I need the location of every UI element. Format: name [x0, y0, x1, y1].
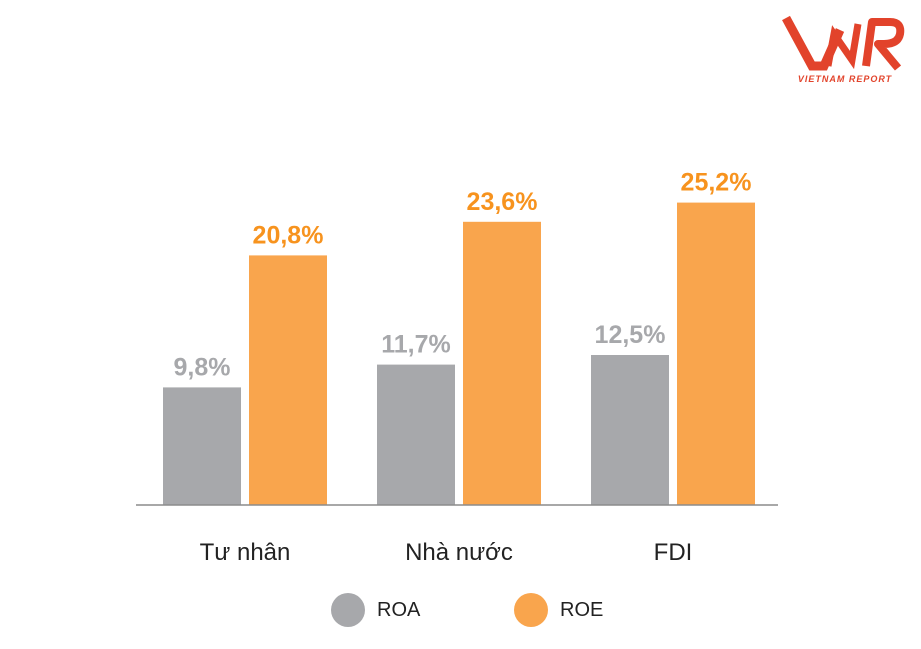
value-label-roa-1: 11,7% — [381, 331, 451, 359]
legend-item-roa: ROA — [331, 590, 420, 630]
bar-roe-1 — [463, 221, 541, 506]
legend-label-roa: ROA — [377, 598, 421, 621]
vnr-logo-mark — [782, 15, 905, 71]
bars-group — [163, 202, 755, 506]
value-label-roe-1: 23,6% — [467, 188, 538, 216]
value-labels-group: 9,8% 20,8% 11,7% 23,6% 12,5% 25,2% — [174, 169, 752, 382]
bar-roe-2 — [677, 202, 755, 505]
bar-roe-0 — [249, 255, 327, 505]
category-label-2: FDI — [654, 539, 693, 566]
legend-swatch-roa — [331, 593, 365, 627]
vnr-logo: VIETNAM REPORT — [782, 10, 908, 92]
bar-roa-2 — [591, 355, 669, 505]
value-label-roe-0: 20,8% — [253, 221, 324, 249]
legend-label-roe: ROE — [560, 598, 604, 621]
category-label-1: Nhà nước — [405, 539, 513, 566]
value-label-roa-0: 9,8% — [174, 353, 231, 381]
category-labels-group: Tư nhân Nhà nước FDI — [200, 539, 693, 566]
bar-roa-1 — [377, 364, 455, 505]
legend-swatch-roe — [514, 593, 548, 627]
value-label-roa-2: 12,5% — [595, 321, 666, 349]
bar-roa-0 — [163, 387, 241, 505]
legend: ROA ROE — [0, 590, 921, 630]
category-label-0: Tư nhân — [200, 539, 291, 566]
logo-caption: VIETNAM REPORT — [797, 74, 893, 84]
value-label-roe-2: 25,2% — [681, 169, 752, 197]
legend-item-roe: ROE — [514, 590, 603, 630]
